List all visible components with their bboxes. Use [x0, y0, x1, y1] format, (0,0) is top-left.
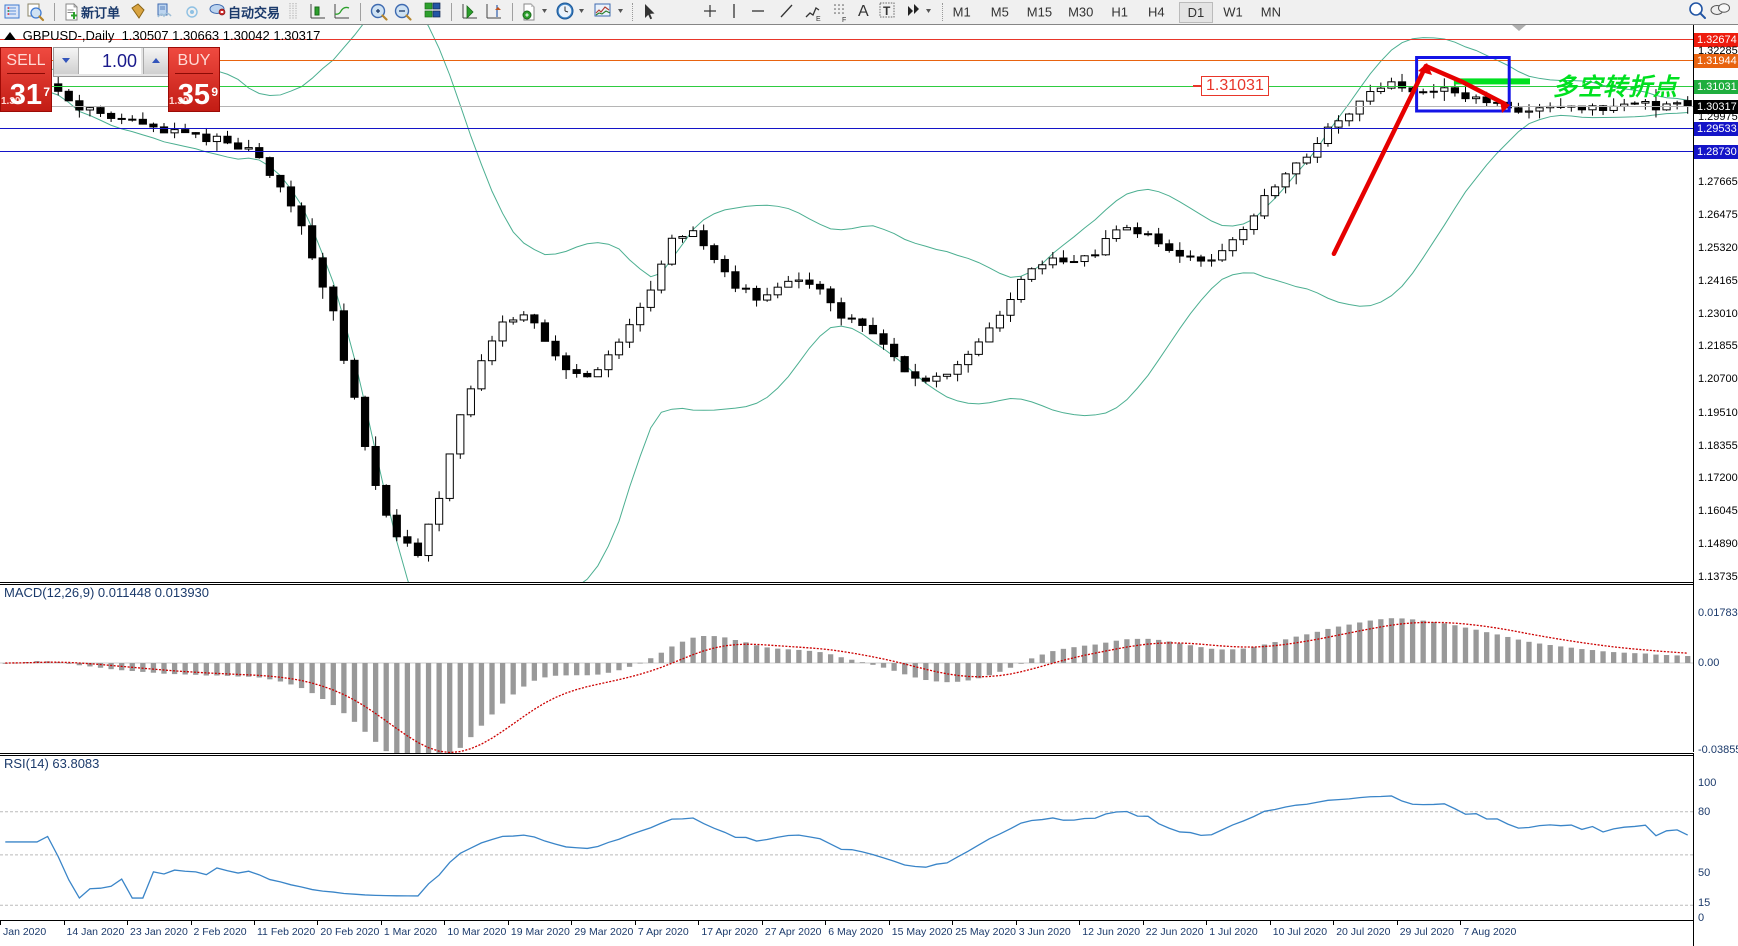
svg-text:T: T: [883, 4, 891, 18]
svg-text:E: E: [816, 16, 821, 23]
svg-text:F: F: [842, 17, 846, 24]
